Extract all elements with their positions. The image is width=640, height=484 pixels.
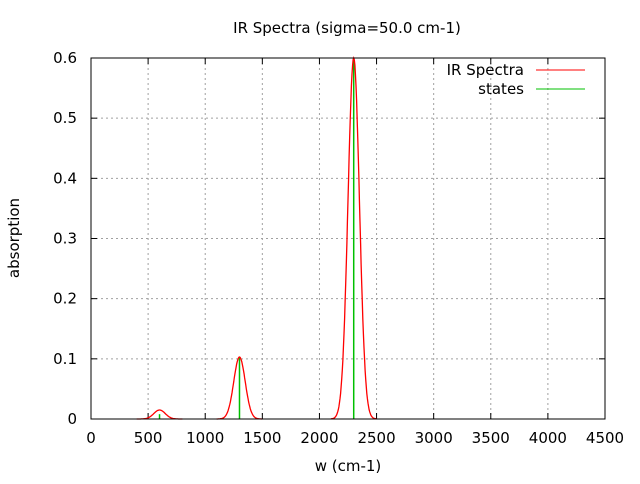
x-tick-label: 4000 [529,429,567,447]
x-tick-label: 3000 [415,429,453,447]
x-tick-label: 3500 [472,429,510,447]
x-tick-label: 2500 [357,429,395,447]
x-tick-label: 1500 [243,429,281,447]
chart-title: IR Spectra (sigma=50.0 cm-1) [233,19,461,37]
y-tick-label: 0.1 [53,350,77,368]
x-tick-label: 500 [134,429,163,447]
x-axis-label: w (cm-1) [315,457,382,475]
y-axis-label: absorption [5,198,23,278]
legend: IR Spectra states [447,61,585,98]
y-tick-label: 0.5 [53,109,77,127]
legend-label-ir-spectra: IR Spectra [447,61,524,79]
y-tick-label: 0.2 [53,290,77,308]
plot-border [90,57,606,420]
legend-label-states: states [478,80,524,98]
y-tick-label: 0.4 [53,169,77,187]
x-tick-label: 1000 [186,429,224,447]
x-tick-label: 4500 [586,429,624,447]
x-tick-label: 0 [86,429,96,447]
y-tick-label: 0 [67,410,77,428]
x-tick-label: 2000 [300,429,338,447]
y-tick-label: 0.6 [53,49,77,67]
y-tick-label: 0.3 [53,230,77,248]
